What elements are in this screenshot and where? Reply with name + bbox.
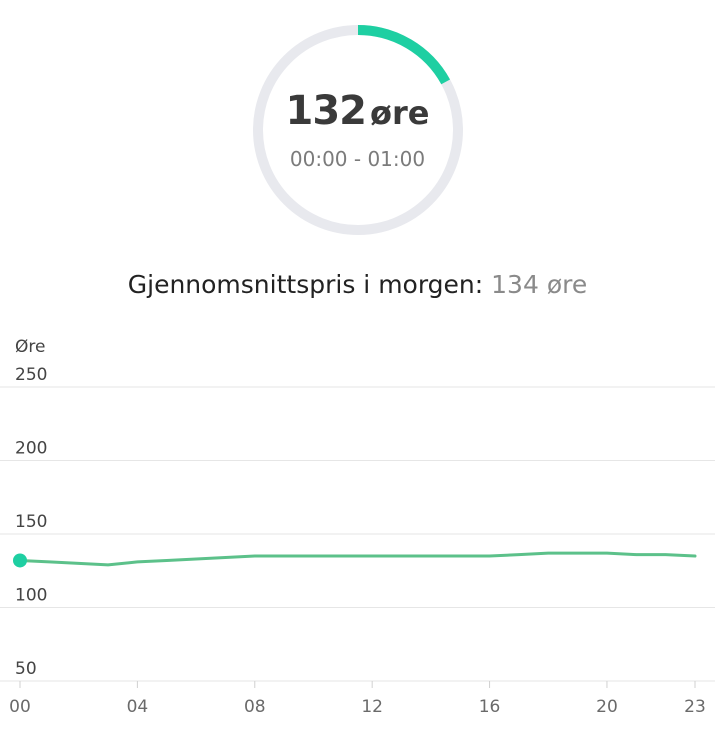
y-tick-label: 50 [15,659,37,679]
y-axis-title: Øre [15,337,45,357]
average-price-value: 134 øre [491,270,588,299]
current-time-range: 00:00 - 01:00 [289,147,426,171]
gauge-progress [253,25,463,235]
current-price-unit: øre [370,94,430,132]
x-tick-label: 08 [244,697,266,717]
gauge-ring [253,25,463,235]
x-tick-label: 16 [479,697,501,717]
price-chart: Øre 250 200 150 100 50 00 04 08 12 16 20 23 [0,337,715,717]
average-price-summary: Gjennomsnittspris i morgen: 134 øre [0,270,715,299]
x-tick-label: 23 [684,697,706,717]
current-price-point [13,553,27,568]
y-tick-label: 150 [15,512,47,532]
y-tick-label: 100 [15,586,47,606]
y-tick-label: 200 [15,439,47,459]
price-gauge: 132 øre 00:00 - 01:00 [0,0,715,250]
current-price-value: 132 [285,88,367,134]
x-tick-label: 00 [9,697,31,717]
x-tick-label: 20 [596,697,618,717]
price-series-line [18,551,697,567]
y-tick-label: 250 [15,365,47,385]
average-price-label: Gjennomsnittspris i morgen: [127,270,484,299]
x-tick-label: 04 [127,697,149,717]
current-price: 132 øre [0,88,715,134]
x-tick-label: 12 [361,697,383,717]
